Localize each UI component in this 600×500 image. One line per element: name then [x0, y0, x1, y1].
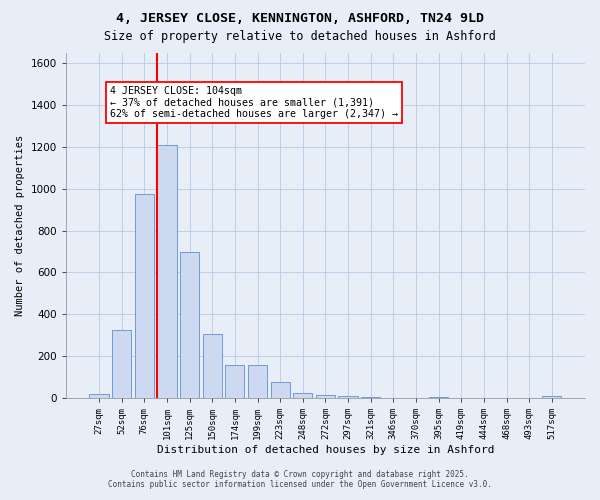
- Bar: [316, 395, 335, 398]
- Bar: [89, 394, 109, 398]
- Bar: [225, 364, 244, 398]
- Bar: [542, 396, 562, 398]
- Text: Contains HM Land Registry data © Crown copyright and database right 2025.
Contai: Contains HM Land Registry data © Crown c…: [108, 470, 492, 489]
- Bar: [293, 393, 313, 398]
- Text: 4, JERSEY CLOSE, KENNINGTON, ASHFORD, TN24 9LD: 4, JERSEY CLOSE, KENNINGTON, ASHFORD, TN…: [116, 12, 484, 26]
- Bar: [248, 364, 267, 398]
- X-axis label: Distribution of detached houses by size in Ashford: Distribution of detached houses by size …: [157, 445, 494, 455]
- Bar: [338, 396, 358, 398]
- Bar: [429, 397, 448, 398]
- Bar: [180, 252, 199, 398]
- Y-axis label: Number of detached properties: Number of detached properties: [15, 134, 25, 316]
- Text: 4 JERSEY CLOSE: 104sqm
← 37% of detached houses are smaller (1,391)
62% of semi-: 4 JERSEY CLOSE: 104sqm ← 37% of detached…: [110, 86, 398, 119]
- Bar: [157, 144, 176, 398]
- Text: Size of property relative to detached houses in Ashford: Size of property relative to detached ho…: [104, 30, 496, 43]
- Bar: [361, 397, 380, 398]
- Bar: [203, 334, 222, 398]
- Bar: [112, 330, 131, 398]
- Bar: [135, 194, 154, 398]
- Bar: [271, 382, 290, 398]
